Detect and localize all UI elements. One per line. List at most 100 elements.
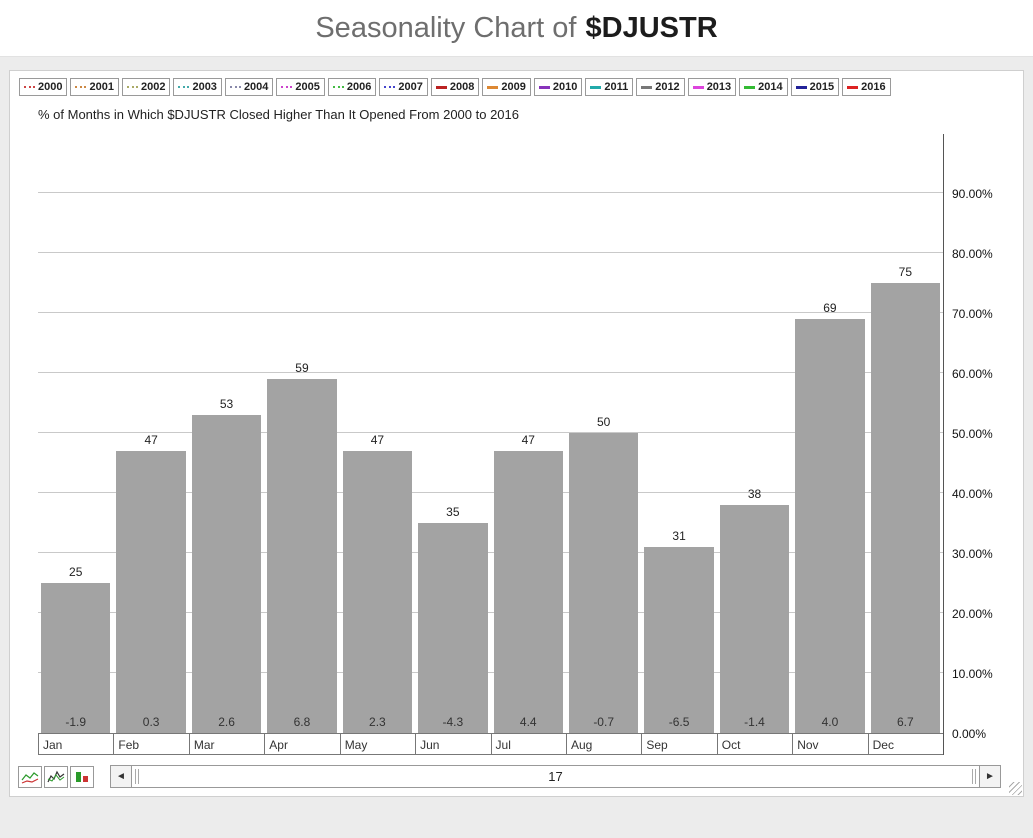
bar-value-label: 31 xyxy=(672,529,686,543)
legend-year-2006[interactable]: 2006 xyxy=(327,78,377,96)
legend-year-2012[interactable]: 2012 xyxy=(636,78,685,96)
line-chart-style-button[interactable] xyxy=(18,765,42,788)
bar-change-label: 6.7 xyxy=(897,715,914,729)
bar xyxy=(493,451,563,733)
gridline xyxy=(38,432,943,433)
bar-slot-Mar: 53 2.6 xyxy=(189,134,264,733)
legend-year-label: 2000 xyxy=(38,81,63,93)
legend-year-label: 2004 xyxy=(243,81,269,93)
bar xyxy=(342,451,413,733)
dotted-line-swatch-icon xyxy=(126,86,138,88)
dotted-line-swatch-icon xyxy=(75,86,87,88)
dotted-line-swatch-icon xyxy=(332,86,344,88)
legend-year-2004[interactable]: 2004 xyxy=(224,78,274,96)
chart-panel: 2000 2001 2002 2003 2004 2005 2006 2007 2008 2009… xyxy=(9,70,1024,797)
legend-year-2002[interactable]: 2002 xyxy=(121,78,171,96)
bar-change-label: -1.4 xyxy=(744,715,765,729)
y-tick-label: 20.00% xyxy=(952,607,993,621)
bar-value-label: 25 xyxy=(69,565,83,579)
legend-year-label: 2011 xyxy=(604,81,629,93)
resize-handle-icon[interactable] xyxy=(1009,782,1022,795)
gridline xyxy=(38,252,943,253)
gridline xyxy=(38,312,943,313)
legend-year-label: 2007 xyxy=(398,81,423,93)
multi-line-chart-style-button[interactable] xyxy=(44,765,68,788)
legend-year-label: 2012 xyxy=(655,81,680,93)
x-tick-label-Dec: Dec xyxy=(867,734,943,754)
gridline xyxy=(38,372,943,373)
bottom-toolbar: ◄ 17 ► xyxy=(18,765,1015,788)
plot-area: 25 -1.9 47 0.3 53 2.6 59 6.8 47 2.3 35 -4.3 47 4.4 50-… xyxy=(38,134,943,734)
bar xyxy=(795,319,865,733)
bar-slot-Oct: 38 -1.4 xyxy=(717,134,792,733)
x-tick-label-Oct: Oct xyxy=(716,734,792,754)
y-tick-label: 0.00% xyxy=(952,727,987,741)
scrollbar-right-arrow[interactable]: ► xyxy=(979,766,1000,787)
legend-year-2015[interactable]: 2015 xyxy=(790,78,840,96)
legend-year-2005[interactable]: 2005 xyxy=(276,78,325,96)
x-tick-label-Aug: Aug xyxy=(565,734,641,754)
solid-line-swatch-icon xyxy=(795,85,807,89)
gridline xyxy=(38,672,943,673)
legend-year-label: 2010 xyxy=(552,81,578,93)
legend-year-2013[interactable]: 2013 xyxy=(687,78,737,96)
x-tick-label-Mar: Mar xyxy=(188,734,264,754)
bar-value-label: 50 xyxy=(596,415,611,429)
x-tick-label-Feb: Feb xyxy=(113,734,188,754)
gridline xyxy=(38,552,943,553)
y-tick-label: 30.00% xyxy=(952,547,993,561)
scrollbar-track[interactable]: 17 xyxy=(132,766,979,787)
multi-line-chart-icon xyxy=(47,770,65,784)
bar-change-label: -1.9 xyxy=(65,715,87,729)
legend-year-2009[interactable]: 2009 xyxy=(482,78,531,96)
bar-value-label: 47 xyxy=(370,433,385,447)
legend-year-2001[interactable]: 2001 xyxy=(70,78,119,96)
solid-line-swatch-icon xyxy=(641,85,653,89)
chart-main: 25 -1.9 47 0.3 53 2.6 59 6.8 47 2.3 35 -4.3 47 4.4 50-… xyxy=(38,134,943,755)
scrollbar-left-grip-icon[interactable] xyxy=(135,769,139,784)
gridline xyxy=(38,612,943,613)
legend-year-2010[interactable]: 2010 xyxy=(533,78,583,96)
y-tick-label: 90.00% xyxy=(952,187,993,201)
legend-year-2016[interactable]: 2016 xyxy=(842,78,891,96)
legend-year-2003[interactable]: 2003 xyxy=(173,78,222,96)
bar-change-label: -6.5 xyxy=(668,715,690,729)
legend-year-2000[interactable]: 2000 xyxy=(19,78,68,96)
legend-year-2014[interactable]: 2014 xyxy=(739,78,788,96)
bar xyxy=(568,433,639,733)
bar-value-label: 47 xyxy=(521,433,535,447)
legend-year-2011[interactable]: 2011 xyxy=(585,78,634,96)
bar-slot-Jun: 35 -4.3 xyxy=(415,134,490,733)
scrollbar-left-arrow[interactable]: ◄ xyxy=(111,766,132,787)
chart-area: 25 -1.9 47 0.3 53 2.6 59 6.8 47 2.3 35 -4.3 47 4.4 50-… xyxy=(18,134,1015,755)
dotted-line-swatch-icon xyxy=(384,86,396,88)
solid-line-swatch-icon xyxy=(590,85,602,89)
y-axis: 90.00% 80.00% 70.00% 60.00% 50.00% 40.00% 30.0… xyxy=(943,134,1015,755)
legend-year-label: 2008 xyxy=(449,81,475,93)
dotted-line-swatch-icon xyxy=(229,86,241,88)
bar-value-label: 53 xyxy=(219,397,234,411)
scrollbar-value: 17 xyxy=(548,769,563,784)
x-tick-label-Sep: Sep xyxy=(641,734,716,754)
bar xyxy=(41,583,111,733)
bar-slot-Sep: 31 -6.5 xyxy=(641,134,716,733)
bar xyxy=(644,547,714,733)
solid-line-swatch-icon xyxy=(487,85,499,89)
bar-slot-Apr: 59 6.8 xyxy=(264,134,339,733)
legend-year-label: 2001 xyxy=(89,81,114,93)
bar-change-label: -0.7 xyxy=(593,715,614,729)
legend-year-label: 2013 xyxy=(706,81,732,93)
bar-chart-style-button[interactable] xyxy=(70,765,94,788)
legend-year-2008[interactable]: 2008 xyxy=(430,78,480,96)
bar-slot-Jul: 47 4.4 xyxy=(491,134,566,733)
bar xyxy=(116,451,186,733)
legend-year-2007[interactable]: 2007 xyxy=(379,78,428,96)
legend-year-label: 2003 xyxy=(192,81,217,93)
bar xyxy=(191,415,262,733)
bar-value-label: 75 xyxy=(898,265,913,279)
bar-value-label: 59 xyxy=(295,361,309,375)
bar-change-label: 6.8 xyxy=(293,715,311,729)
y-tick-label: 10.00% xyxy=(952,667,993,681)
scrollbar-right-grip-icon[interactable] xyxy=(972,769,976,784)
y-tick-label: 60.00% xyxy=(952,367,993,381)
